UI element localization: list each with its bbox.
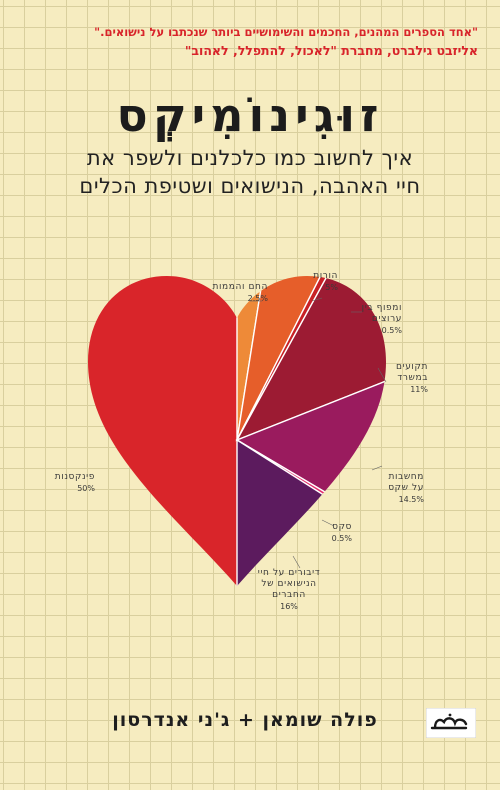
slice-label-hot-and-cold: החם והממות 2.5% [198,282,268,304]
leader-lines [250,297,387,569]
book-title: זוּגִינוֹמִיקְס [116,88,384,142]
slice-label-text: מחשבות על שקס [388,472,424,493]
slice-percent: 16% [280,602,298,611]
matar-logo-icon [426,708,476,738]
pie-slices [88,276,386,586]
slice-percent: 5% [325,283,338,292]
pie-slice-0 [88,276,237,586]
slice-label-pinkasanut: פינקסנות 50% [15,472,95,494]
slice-percent: 0.5% [331,534,352,543]
slice-label-text: פינקסנות [54,472,95,482]
slice-percent: 2.5% [247,294,268,303]
slice-percent: 50% [77,484,95,493]
slice-label-text: החם והממות [212,282,268,292]
slice-label-text: דיבורים על חיי הנישואים של החברים [257,568,321,600]
pie-slice-4 [235,276,386,442]
blurb-quote: "אחד הספרים המהנים, החכמים והשימושיים בי… [94,25,478,39]
slice-percent: 14.5% [398,495,424,504]
slice-label-text: תקועים במשרד [396,362,428,383]
authors: פולה שומאן + ג'ני אנדרסון [112,709,378,731]
slice-label-text: סקס [332,522,352,532]
blurb-attribution: אליזבט גילברט, מחברת "לאכול, להתפלל, לאה… [184,43,478,58]
slice-label-sex: סקס 0.5% [312,522,352,544]
subtitle-line-1: איך לחשוב כמו כלכלנים ולשפר את [86,146,414,170]
slice-label-friends-marriage-talk: דיבורים על חיי הנישואים של החברים 16% [254,568,324,612]
slice-label-text: הורות [313,271,338,281]
slice-percent: 0.5% [381,326,402,335]
slice-label-text: ומפוף בין ערוצים [361,303,402,324]
slice-label-channel-surfing: ומפוף בין ערוצים 0.5% [342,303,402,336]
slice-label-stuck-at-office: תקועים במשרד 11% [378,362,428,395]
slice-percent: 11% [410,385,428,394]
subtitle-line-2: חיי האהבה, הנישואים ושטיפת הכלים [79,174,421,198]
pie-slice-2 [236,276,366,441]
slice-label-thoughts-about-sex: מחשבות על שקס 14.5% [374,472,424,505]
slice-label-parenting: הורות 5% [288,271,338,293]
